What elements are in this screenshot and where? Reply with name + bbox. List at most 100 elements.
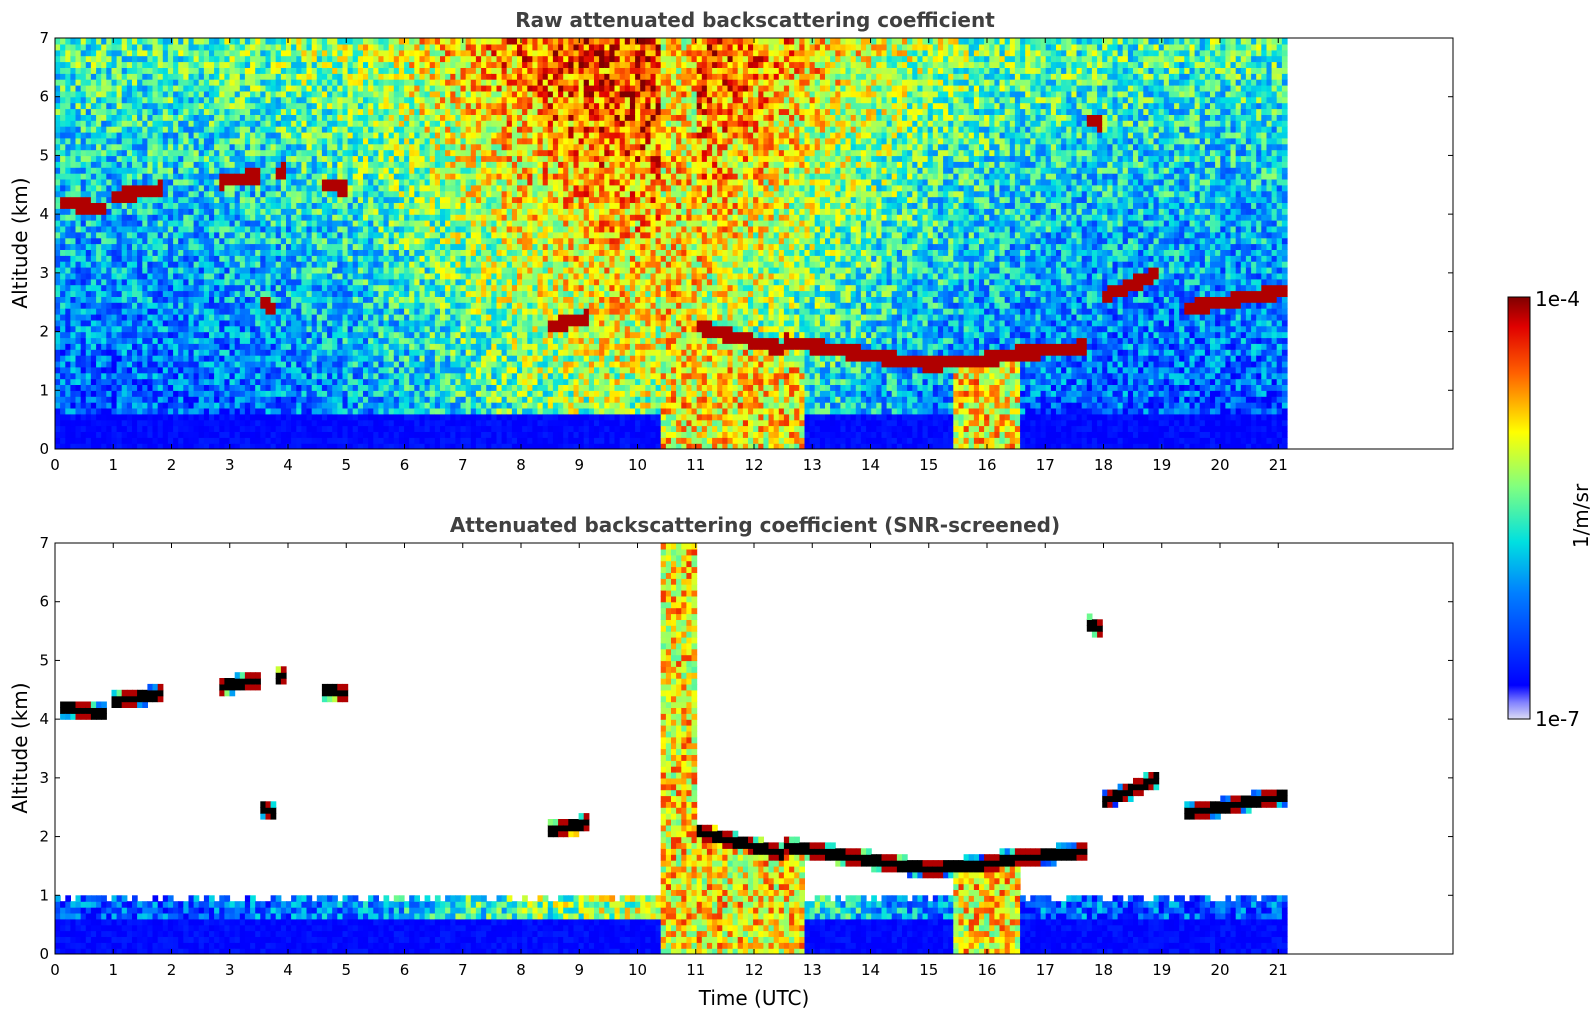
heatmap-cell [122,73,128,80]
heatmap-cell [60,379,66,386]
heatmap-cell [76,126,82,133]
heatmap-cell [163,390,169,397]
heatmap-cell [373,320,379,327]
heatmap-cell [414,220,420,227]
heatmap-cell [250,214,256,221]
heatmap-cell [255,167,261,174]
heatmap-cell [153,426,159,433]
heatmap-cell [106,402,112,409]
heatmap-cell [86,208,92,215]
heatmap-cell [65,220,71,227]
heatmap-cell [214,402,220,409]
heatmap-cell [122,332,128,339]
heatmap-cell [404,267,410,274]
heatmap-cell [337,38,343,45]
heatmap-cell [343,261,349,268]
heatmap-cell [101,103,107,110]
heatmap-cell [142,414,148,421]
heatmap-cell [322,220,328,227]
heatmap-cell [404,109,410,116]
heatmap-cell [337,120,343,127]
heatmap-cell [286,62,292,69]
heatmap-cell [137,408,143,415]
heatmap-cell [317,138,323,145]
heatmap-cell [86,85,92,92]
heatmap-cell [322,214,328,221]
heatmap-cell [70,285,76,292]
heatmap-cell [76,367,82,374]
heatmap-cell [332,179,338,186]
heatmap-cell [209,267,215,274]
heatmap-cell [348,255,354,262]
heatmap-cell [214,120,220,127]
heatmap-cell [86,367,92,374]
heatmap-cell [183,67,189,74]
heatmap-cell [158,255,164,262]
heatmap-cell [240,291,246,298]
heatmap-cell [137,120,143,127]
heatmap-cell [173,91,179,98]
heatmap-cell [189,337,195,344]
heatmap-cell [301,308,307,315]
heatmap-cell [173,56,179,63]
heatmap-cell [255,420,261,427]
heatmap-cell [122,355,128,362]
heatmap-cell [204,244,210,251]
heatmap-cell [219,337,225,344]
heatmap-cell [358,255,364,262]
heatmap-cell [230,91,236,98]
heatmap-cell [266,408,272,415]
heatmap-cell [214,220,220,227]
heatmap-cell [317,291,323,298]
heatmap-cell [127,67,133,74]
heatmap-cell [147,114,153,121]
heatmap-cell [209,126,215,133]
heatmap-cell [60,38,66,45]
heatmap-cell [378,267,384,274]
heatmap-cell [168,396,174,403]
heatmap-cell [117,349,123,356]
heatmap-cell [204,379,210,386]
heatmap-cell [76,326,82,333]
heatmap-cell [260,426,266,433]
heatmap-cell [209,208,215,215]
heatmap-cell [230,208,236,215]
heatmap-cell [230,373,236,380]
heatmap-cell [178,261,184,268]
heatmap-cell [137,267,143,274]
heatmap-cell [291,144,297,151]
heatmap-cell [317,44,323,51]
heatmap-cell [70,273,76,280]
heatmap-cell [260,296,266,303]
heatmap-cell [358,214,364,221]
heatmap-cell [260,155,266,162]
heatmap-cell [153,308,159,315]
heatmap-cell [317,214,323,221]
heatmap-cell [399,267,405,274]
heatmap-cell [147,355,153,362]
heatmap-cell [281,238,287,245]
heatmap-cell [307,197,313,204]
heatmap-cell [250,73,256,80]
heatmap-cell [91,155,97,162]
heatmap-cell [363,349,369,356]
heatmap-cell [199,320,205,327]
heatmap-cell [378,167,384,174]
heatmap-cell [112,408,118,415]
heatmap-cell [317,126,323,133]
heatmap-cell [301,261,307,268]
heatmap-cell [91,91,97,98]
heatmap-cell [332,91,338,98]
heatmap-cell [189,202,195,209]
heatmap-cell [409,261,415,268]
heatmap-cell [404,155,410,162]
heatmap-cell [394,273,400,280]
heatmap-cell [384,79,390,86]
heatmap-cell [142,431,148,438]
heatmap-cell [394,155,400,162]
heatmap-cell [317,279,323,286]
heatmap-cell [240,337,246,344]
heatmap-cell [224,261,230,268]
heatmap-cell [122,144,128,151]
heatmap-cell [404,384,410,391]
